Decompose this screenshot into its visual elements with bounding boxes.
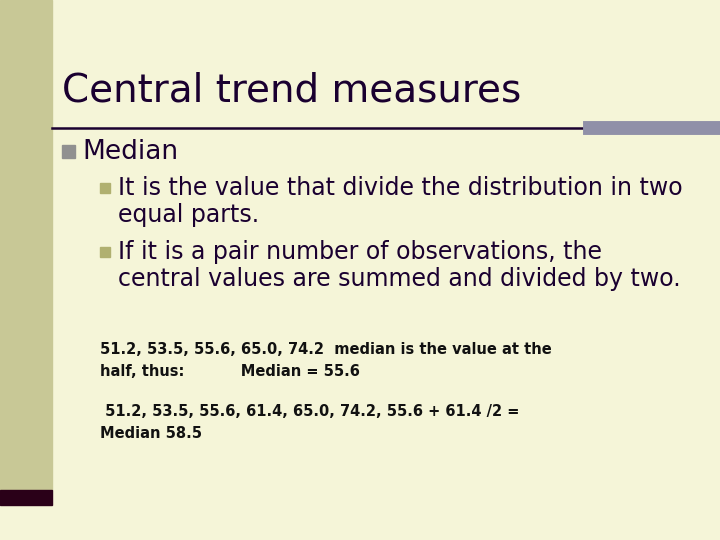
Text: central values are summed and divided by two.: central values are summed and divided by…: [118, 267, 680, 291]
Text: half, thus:           Median = 55.6: half, thus: Median = 55.6: [100, 364, 360, 380]
Bar: [100, 183, 110, 193]
Text: If it is a pair number of observations, the: If it is a pair number of observations, …: [118, 240, 602, 264]
Text: equal parts.: equal parts.: [118, 203, 259, 227]
Text: Median: Median: [82, 139, 178, 165]
Text: Central trend measures: Central trend measures: [62, 71, 521, 109]
Bar: [0, 0, 52, 490]
Bar: [62, 145, 75, 158]
Text: Median 58.5: Median 58.5: [100, 427, 202, 442]
Bar: [100, 247, 110, 257]
Text: It is the value that divide the distribution in two: It is the value that divide the distribu…: [118, 176, 683, 200]
Text: 51.2, 53.5, 55.6, 65.0, 74.2  median is the value at the: 51.2, 53.5, 55.6, 65.0, 74.2 median is t…: [100, 342, 552, 357]
Text: 51.2, 53.5, 55.6, 61.4, 65.0, 74.2, 55.6 + 61.4 /2 =: 51.2, 53.5, 55.6, 61.4, 65.0, 74.2, 55.6…: [100, 404, 519, 420]
Bar: [0, 490, 52, 505]
